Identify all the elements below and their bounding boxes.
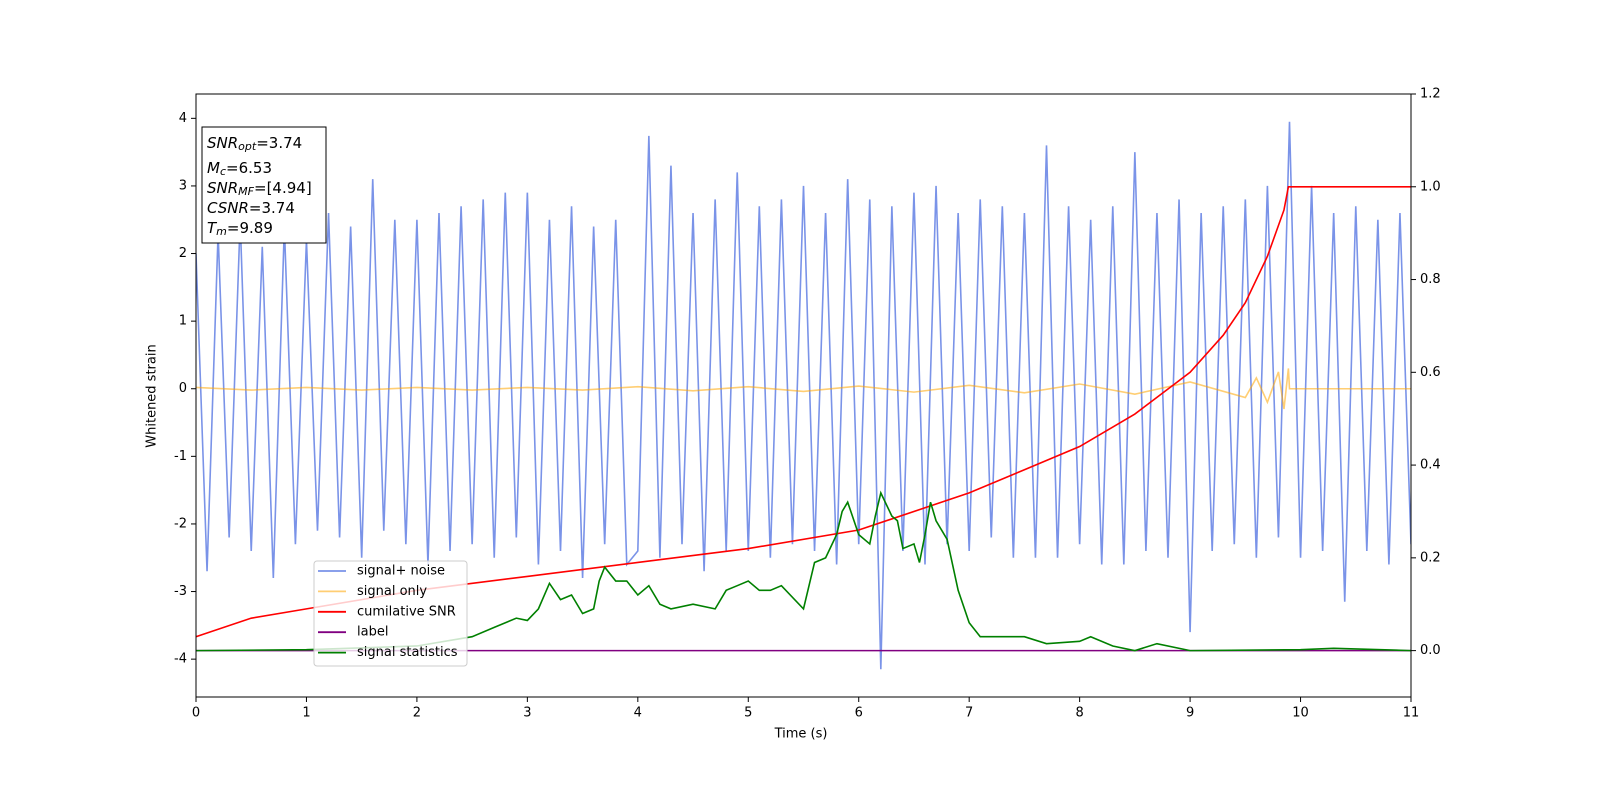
x-axis-label: Time (s) bbox=[774, 727, 828, 742]
legend-label: cumilative SNR bbox=[357, 604, 456, 619]
y-tick-label: 2 bbox=[179, 246, 187, 261]
x-tick-label: 10 bbox=[1292, 706, 1309, 721]
annotation-base: M bbox=[207, 159, 220, 177]
x-tick-label: 8 bbox=[1075, 706, 1083, 721]
y-tick-label: 3 bbox=[179, 178, 187, 193]
y-tick-label: -3 bbox=[174, 584, 187, 599]
y2-tick-label: 0.0 bbox=[1420, 643, 1441, 658]
annotation-text: =6.53 bbox=[226, 159, 272, 177]
x-tick-label: 7 bbox=[965, 706, 973, 721]
y2-tick-label: 0.6 bbox=[1420, 365, 1441, 380]
annotation: SNRMF=[4.94] bbox=[207, 179, 312, 199]
annotation-text: =3.74 bbox=[256, 134, 302, 152]
annotation-sub: opt bbox=[238, 140, 257, 153]
annotation-base: SNR bbox=[207, 179, 238, 197]
annotation-base: T bbox=[207, 219, 218, 237]
annotation-text: =9.89 bbox=[227, 219, 273, 237]
x-tick-label: 1 bbox=[302, 706, 310, 721]
legend-label: signal+ noise bbox=[357, 564, 445, 579]
x-tick-label: 6 bbox=[855, 706, 863, 721]
annotation-base: CSNR bbox=[207, 199, 249, 217]
annotation-sub: c bbox=[220, 165, 226, 178]
y-tick-label: 0 bbox=[179, 381, 187, 396]
annotation: CSNR=3.74 bbox=[207, 199, 295, 217]
x-tick-label: 4 bbox=[634, 706, 642, 721]
legend-box bbox=[313, 560, 468, 667]
x-tick-label: 0 bbox=[192, 706, 200, 721]
plot-frame bbox=[195, 93, 1412, 698]
legend-label: label bbox=[357, 625, 388, 640]
y-tick-label: 4 bbox=[179, 111, 187, 126]
annotation-text: =[4.94] bbox=[254, 179, 312, 197]
annotation: SNRopt=3.74 bbox=[207, 134, 302, 154]
y-tick-label: -2 bbox=[174, 516, 187, 531]
annotation-sub: MF bbox=[238, 185, 254, 198]
x-tick-label: 3 bbox=[523, 706, 531, 721]
annotation-sub: m bbox=[216, 225, 227, 238]
x-tick-label: 2 bbox=[413, 706, 421, 721]
y-tick-label: 1 bbox=[179, 314, 187, 329]
annotation-text: =3.74 bbox=[249, 199, 295, 217]
y2-tick-label: 1.2 bbox=[1420, 87, 1441, 102]
series-line bbox=[196, 490, 1411, 652]
series-line bbox=[196, 368, 1411, 410]
y-tick-label: -4 bbox=[174, 652, 187, 667]
x-tick-label: 11 bbox=[1403, 706, 1420, 721]
legend-label: signal only bbox=[357, 584, 427, 599]
annotation: Mc=6.53 bbox=[207, 159, 272, 179]
y-tick-label: -1 bbox=[174, 449, 187, 464]
y2-tick-label: 0.4 bbox=[1420, 458, 1441, 473]
y2-tick-label: 0.2 bbox=[1420, 550, 1441, 565]
y-axis-label: Whitened strain bbox=[145, 344, 160, 447]
x-tick-label: 5 bbox=[744, 706, 752, 721]
annotation-box bbox=[201, 126, 327, 244]
legend-label: signal statistics bbox=[357, 645, 458, 660]
annotation: Tm=9.89 bbox=[207, 219, 273, 239]
x-tick-label: 9 bbox=[1186, 706, 1194, 721]
annotation-base: SNR bbox=[207, 134, 238, 152]
y2-tick-label: 0.8 bbox=[1420, 272, 1441, 287]
y2-tick-label: 1.0 bbox=[1420, 179, 1441, 194]
series-line bbox=[196, 121, 1411, 670]
